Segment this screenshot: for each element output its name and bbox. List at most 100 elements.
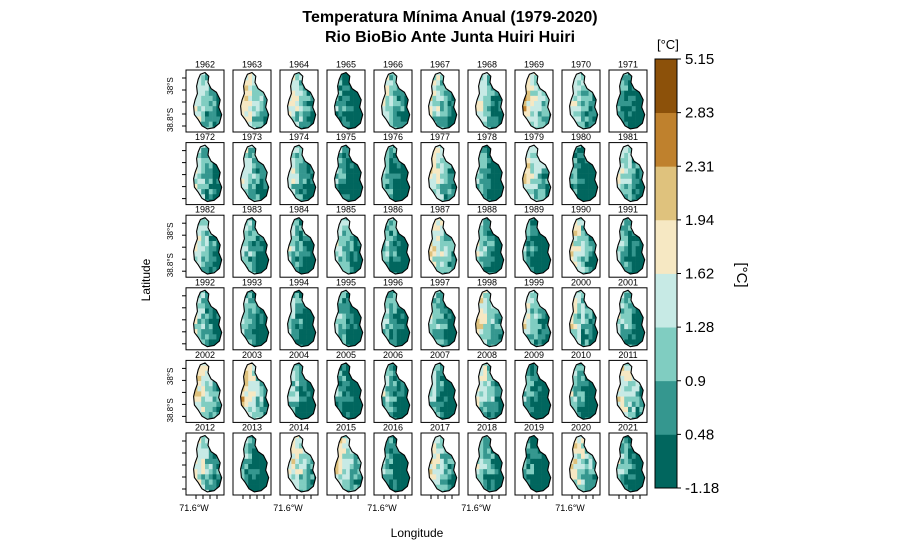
panel-cell (631, 313, 636, 320)
panel-cell (436, 173, 441, 180)
panel-cell (588, 116, 593, 122)
panel-cell (306, 121, 311, 128)
panel-cell (255, 246, 260, 252)
panel-cell (487, 235, 492, 242)
panel-cell (385, 90, 390, 97)
panel-cell (541, 116, 546, 122)
panel-cell (483, 241, 488, 247)
panel-cell (385, 158, 390, 164)
panel-cell (436, 95, 441, 102)
panel-cell (581, 235, 586, 242)
panel-cell (404, 256, 409, 262)
panel-cell (479, 292, 484, 299)
panel-cell (639, 106, 644, 112)
panel-cell (530, 72, 535, 76)
panel-cell (534, 318, 539, 325)
panel-cell (252, 298, 257, 304)
panel-cell (404, 329, 409, 335)
panel-cell (244, 261, 249, 268)
panel-cell (400, 318, 405, 325)
title-line-2: Rio BioBio Ante Junta Huiri Huiri (324, 29, 576, 46)
panel-cell (248, 292, 253, 299)
panel-cell (342, 90, 347, 97)
panel-cell (212, 256, 217, 262)
panel-cell (628, 303, 633, 309)
panel-cell (490, 235, 495, 242)
panel-cell (581, 298, 586, 304)
panel-cell (443, 323, 448, 330)
panel-cell (291, 85, 296, 91)
panel-cell (342, 85, 347, 91)
panel-cell (353, 318, 358, 325)
panel-cell (310, 256, 315, 262)
panel-cell (479, 106, 484, 112)
panel-cell (295, 323, 300, 330)
panel-cell (573, 80, 578, 86)
panel-cell (451, 329, 456, 335)
panel-cell (216, 183, 221, 190)
panel-cell (346, 194, 351, 200)
panel-cell (526, 106, 531, 112)
panel-cell (479, 111, 484, 117)
panel-cell (530, 318, 535, 325)
panel-cell (490, 241, 495, 247)
panel-cell (479, 323, 484, 330)
panel-cell (436, 72, 441, 76)
panel-cell (404, 313, 409, 320)
panel-cell (205, 95, 210, 102)
panel-cell (592, 334, 597, 340)
panel-cell (346, 318, 351, 325)
panel-cell (244, 246, 249, 252)
panel-cell (581, 178, 586, 185)
panel-cell (349, 116, 354, 122)
panel-cell (404, 111, 409, 117)
panel-cell (494, 183, 499, 190)
panel-cell (440, 126, 445, 129)
panel-cell (436, 116, 441, 122)
panel-cell (346, 251, 351, 257)
panel-cell (443, 251, 448, 257)
panel-cell (432, 75, 437, 81)
panel-cell (577, 101, 582, 107)
panel-cell (432, 261, 437, 268)
panel-cell (385, 116, 390, 122)
panel-cell (573, 241, 578, 247)
panel-cell (573, 235, 578, 242)
panel-cell (291, 95, 296, 102)
panel-cell (302, 111, 307, 117)
panel-cell (584, 256, 589, 262)
panel-cell (201, 313, 206, 320)
panel-cell (389, 308, 394, 314)
panel-cell (483, 217, 488, 221)
panel-cell (479, 298, 484, 304)
panel-cell (197, 308, 202, 314)
panel-cell (592, 246, 597, 252)
panel-cell (483, 72, 488, 76)
panel-cell (342, 329, 347, 335)
panel-cell (310, 241, 315, 247)
panel-cell (295, 217, 300, 221)
panel-cell (334, 318, 339, 325)
panel-cell (639, 168, 644, 174)
panel-cell (396, 178, 401, 185)
panel-cell (487, 323, 492, 330)
panel-cell (475, 178, 480, 185)
panel-1968: 1968 (467, 60, 507, 133)
panel-cell (483, 251, 488, 257)
panel-1977: 1977 (420, 132, 460, 206)
panel-cell (389, 266, 394, 273)
panel-cell (440, 261, 445, 268)
panel-cell (385, 152, 390, 159)
panel-cell (244, 147, 249, 154)
panel-cell (447, 189, 452, 195)
panel-cell (635, 241, 640, 247)
panel-cell (393, 111, 398, 117)
panel-cell (577, 163, 582, 169)
panel-cell (628, 339, 633, 345)
panel-cell (349, 194, 354, 200)
panel-cell (592, 95, 597, 102)
panel-cell (451, 95, 456, 102)
panel-cell (310, 323, 315, 330)
panel-cell (334, 178, 339, 185)
panel-cell (581, 194, 586, 200)
